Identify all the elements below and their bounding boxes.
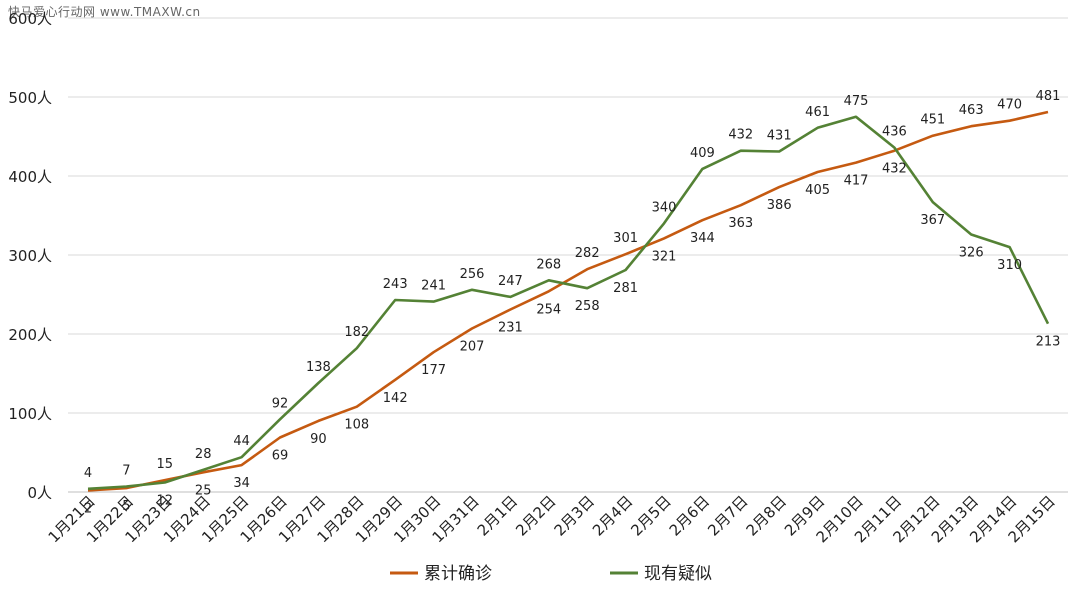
data-label-suspected: 213	[1036, 335, 1061, 350]
data-label-suspected: 241	[421, 279, 446, 294]
data-label-confirmed: 417	[844, 174, 869, 189]
data-label-confirmed: 363	[728, 216, 753, 231]
x-tick-label: 2月1日	[474, 492, 521, 539]
series-line-2	[87, 115, 1050, 491]
y-tick-label: 500人	[8, 89, 52, 107]
data-label-confirmed: 470	[997, 98, 1022, 113]
data-label-suspected: 28	[195, 447, 212, 462]
data-label-confirmed: 2	[84, 501, 92, 516]
data-label-suspected: 12	[157, 494, 174, 509]
data-label-confirmed: 432	[882, 162, 907, 177]
data-label-confirmed: 321	[652, 249, 677, 264]
y-axis-ticks: 0人 100人 200人 300人 400人 500人 600人	[8, 10, 52, 502]
legend-label-2: 现有疑似	[644, 564, 712, 584]
data-label-suspected: 4	[84, 466, 92, 481]
data-label-confirmed: 301	[613, 231, 638, 246]
data-label-confirmed: 231	[498, 321, 523, 336]
data-label-confirmed: 142	[383, 391, 408, 406]
data-label-confirmed: 451	[920, 113, 945, 128]
x-tick-label: 2月7日	[704, 492, 751, 539]
data-label-suspected: 243	[383, 277, 408, 292]
data-label-confirmed: 481	[1036, 89, 1061, 104]
data-label-suspected: 268	[536, 257, 561, 272]
data-label-confirmed: 5	[122, 499, 130, 514]
data-label-suspected: 409	[690, 146, 715, 161]
data-label-suspected: 436	[882, 125, 907, 140]
legend: 累计确诊 现有疑似	[390, 564, 712, 584]
data-label-confirmed: 69	[272, 448, 289, 463]
data-label-confirmed: 463	[959, 103, 984, 118]
data-label-confirmed: 15	[157, 457, 174, 472]
data-label-suspected: 310	[997, 258, 1022, 273]
data-label-suspected: 431	[767, 129, 792, 144]
y-tick-label: 300人	[8, 247, 52, 265]
data-label-suspected: 247	[498, 274, 523, 289]
series-lines	[87, 110, 1050, 492]
data-label-suspected: 44	[233, 434, 250, 449]
data-label-confirmed: 34	[233, 476, 250, 491]
data-label-suspected: 281	[613, 281, 638, 296]
data-label-suspected: 138	[306, 360, 331, 375]
x-tick-label: 2月3日	[551, 492, 598, 539]
data-label-confirmed: 386	[767, 198, 792, 213]
data-label-confirmed: 207	[460, 339, 485, 354]
data-label-confirmed: 108	[344, 418, 369, 433]
x-tick-label: 2月4日	[589, 492, 636, 539]
y-tick-label: 200人	[8, 326, 52, 344]
data-label-suspected: 256	[460, 267, 485, 282]
gridlines	[68, 17, 1068, 493]
data-label-confirmed: 90	[310, 432, 327, 447]
x-tick-label: 2月2日	[512, 492, 559, 539]
data-label-confirmed: 344	[690, 231, 715, 246]
data-label-suspected: 340	[652, 200, 677, 215]
data-label-suspected: 7	[122, 463, 130, 478]
data-label-suspected: 461	[805, 105, 830, 120]
data-label-suspected: 258	[575, 299, 600, 314]
data-label-confirmed: 25	[195, 483, 212, 498]
data-label-suspected: 367	[920, 213, 945, 228]
data-label-confirmed: 282	[575, 246, 600, 261]
data-label-confirmed: 254	[536, 302, 561, 317]
legend-label-1: 累计确诊	[424, 564, 492, 584]
data-label-suspected: 92	[272, 396, 289, 411]
data-label-confirmed: 177	[421, 363, 446, 378]
data-label-suspected: 326	[959, 245, 984, 260]
data-label-confirmed: 405	[805, 183, 830, 198]
y-tick-label: 600人	[8, 10, 52, 28]
series-line-1	[87, 110, 1049, 492]
x-tick-label: 2月8日	[743, 492, 790, 539]
x-axis-ticks: 1月21日1月22日1月23日1月24日1月25日1月26日1月27日1月28日…	[45, 492, 1059, 546]
data-label-suspected: 475	[844, 94, 869, 109]
x-tick-label: 2月6日	[666, 492, 713, 539]
data-label-suspected: 432	[728, 128, 753, 143]
watermark: 快马爱心行动网 www.TMAXW.cn	[8, 5, 201, 19]
y-tick-label: 400人	[8, 168, 52, 186]
y-tick-label: 0人	[27, 484, 52, 502]
y-tick-label: 100人	[8, 405, 52, 423]
data-label-suspected: 182	[344, 325, 369, 340]
x-tick-label: 2月5日	[627, 492, 674, 539]
